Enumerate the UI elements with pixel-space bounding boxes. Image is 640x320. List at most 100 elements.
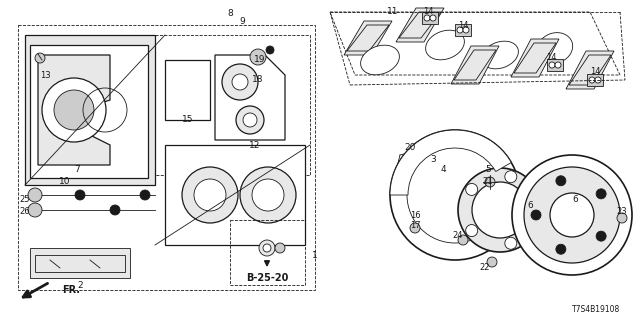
- Text: B-25-20: B-25-20: [246, 273, 288, 283]
- Circle shape: [35, 53, 45, 63]
- Text: 17: 17: [410, 220, 420, 229]
- Circle shape: [556, 244, 566, 254]
- Text: 3: 3: [430, 156, 436, 164]
- Circle shape: [28, 188, 42, 202]
- Circle shape: [42, 78, 106, 142]
- Circle shape: [424, 15, 430, 21]
- Text: 25: 25: [20, 196, 30, 204]
- Circle shape: [54, 90, 94, 130]
- Circle shape: [250, 49, 266, 65]
- Circle shape: [555, 62, 561, 68]
- Polygon shape: [587, 74, 603, 86]
- Circle shape: [259, 240, 275, 256]
- Circle shape: [485, 177, 495, 187]
- Circle shape: [487, 257, 497, 267]
- Polygon shape: [30, 45, 148, 178]
- Polygon shape: [566, 51, 614, 89]
- Circle shape: [472, 182, 528, 238]
- Text: 5: 5: [485, 165, 491, 174]
- Text: 6: 6: [527, 201, 533, 210]
- Circle shape: [556, 176, 566, 186]
- Circle shape: [75, 190, 85, 200]
- Text: 13: 13: [40, 70, 51, 79]
- Circle shape: [266, 46, 274, 54]
- Circle shape: [390, 130, 520, 260]
- Polygon shape: [215, 55, 285, 140]
- Circle shape: [617, 213, 627, 223]
- Text: 11: 11: [387, 7, 399, 17]
- Polygon shape: [396, 8, 444, 42]
- Circle shape: [505, 237, 517, 249]
- Circle shape: [409, 149, 421, 161]
- Circle shape: [512, 155, 632, 275]
- Circle shape: [595, 77, 601, 83]
- Circle shape: [458, 168, 542, 252]
- Text: 22: 22: [480, 263, 490, 273]
- Circle shape: [550, 193, 594, 237]
- Text: 4: 4: [440, 165, 446, 174]
- Circle shape: [252, 179, 284, 211]
- Polygon shape: [547, 59, 563, 71]
- Text: 16: 16: [410, 211, 420, 220]
- Polygon shape: [422, 12, 438, 24]
- Text: 10: 10: [60, 178, 71, 187]
- Polygon shape: [30, 248, 130, 278]
- Text: 2: 2: [77, 281, 83, 290]
- Text: 24: 24: [452, 230, 463, 239]
- Text: 12: 12: [250, 140, 260, 149]
- Text: 18: 18: [252, 76, 264, 84]
- Circle shape: [505, 171, 517, 183]
- Text: 26: 26: [20, 207, 30, 217]
- Circle shape: [457, 27, 463, 33]
- Circle shape: [596, 231, 606, 241]
- Circle shape: [222, 64, 258, 100]
- Text: 20: 20: [404, 143, 416, 153]
- Ellipse shape: [360, 45, 399, 75]
- Circle shape: [263, 244, 271, 252]
- Text: 14: 14: [458, 20, 468, 29]
- Circle shape: [596, 189, 606, 199]
- Text: 8: 8: [227, 10, 233, 19]
- Circle shape: [410, 223, 420, 233]
- Polygon shape: [344, 21, 392, 55]
- Polygon shape: [165, 60, 210, 120]
- Circle shape: [240, 167, 296, 223]
- Circle shape: [236, 106, 264, 134]
- Text: 7: 7: [74, 165, 80, 174]
- Text: FR.: FR.: [62, 285, 80, 295]
- Text: T7S4B19108: T7S4B19108: [572, 306, 620, 315]
- Circle shape: [524, 167, 620, 263]
- Polygon shape: [38, 55, 110, 165]
- Ellipse shape: [538, 33, 573, 63]
- Text: 6: 6: [572, 196, 578, 204]
- Circle shape: [275, 243, 285, 253]
- Ellipse shape: [426, 30, 465, 60]
- Circle shape: [407, 147, 503, 243]
- Polygon shape: [451, 46, 499, 84]
- Circle shape: [28, 203, 42, 217]
- Polygon shape: [165, 145, 305, 245]
- Wedge shape: [390, 130, 511, 195]
- Text: 1: 1: [312, 251, 318, 260]
- Text: 15: 15: [182, 116, 194, 124]
- Circle shape: [466, 225, 477, 236]
- Text: 14: 14: [589, 68, 600, 76]
- Text: 9: 9: [239, 18, 245, 27]
- Circle shape: [549, 62, 555, 68]
- Text: 14: 14: [546, 53, 556, 62]
- Circle shape: [110, 205, 120, 215]
- Circle shape: [463, 27, 469, 33]
- Circle shape: [182, 167, 238, 223]
- Circle shape: [458, 235, 468, 245]
- Text: 23: 23: [617, 207, 627, 217]
- Polygon shape: [455, 24, 471, 36]
- Text: 14: 14: [423, 7, 433, 17]
- Ellipse shape: [482, 41, 518, 69]
- Circle shape: [232, 74, 248, 90]
- Circle shape: [430, 15, 436, 21]
- Circle shape: [529, 204, 541, 216]
- Text: 21: 21: [483, 178, 493, 187]
- Circle shape: [589, 77, 595, 83]
- Text: 19: 19: [254, 55, 266, 65]
- Circle shape: [466, 183, 477, 196]
